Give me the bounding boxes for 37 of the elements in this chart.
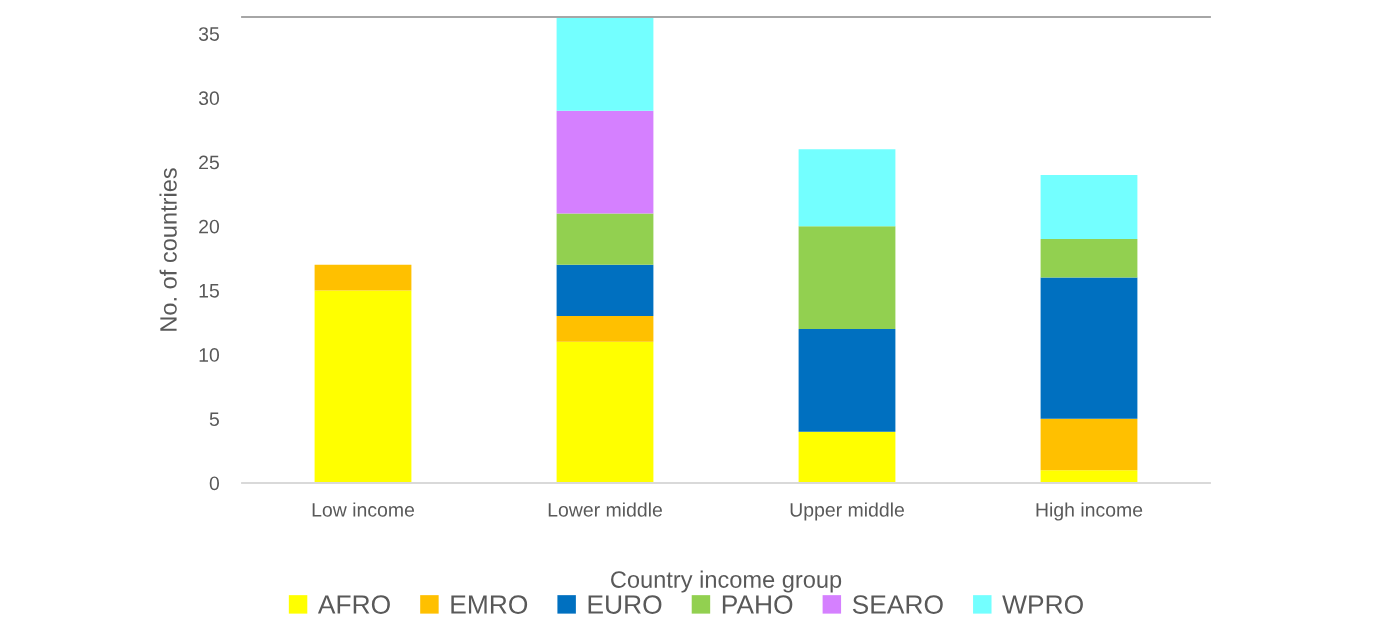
y-tick-label: 15 bbox=[199, 284, 219, 298]
bar bbox=[314, 290, 412, 483]
bar bbox=[798, 149, 896, 227]
bar bbox=[798, 226, 896, 329]
y-tick-label: 10 bbox=[199, 348, 220, 362]
bar bbox=[556, 264, 654, 317]
x-tick-label: Low income bbox=[312, 502, 415, 517]
y-tick-label: 35 bbox=[198, 27, 219, 41]
bar bbox=[314, 264, 412, 291]
bar bbox=[556, 316, 654, 342]
bar bbox=[556, 341, 654, 483]
bar bbox=[798, 431, 896, 483]
legend-label: AFRO bbox=[317, 595, 390, 614]
legend-label: WPRO bbox=[1002, 595, 1083, 614]
y-tick-label: 20 bbox=[199, 219, 220, 234]
legend-label: EURO bbox=[588, 595, 662, 614]
y-tick-label: 0 bbox=[209, 476, 220, 491]
legend-label: SEARO bbox=[852, 595, 943, 614]
y-tick-label: 25 bbox=[199, 155, 219, 170]
legend-label: PAHO bbox=[722, 595, 793, 614]
bar bbox=[556, 213, 654, 265]
legend-label: EMRO bbox=[451, 595, 528, 614]
bar bbox=[1040, 277, 1138, 419]
bar bbox=[1040, 239, 1138, 278]
y-tick-label: 5 bbox=[209, 412, 219, 427]
bar bbox=[1040, 174, 1138, 240]
bar bbox=[556, 17, 654, 111]
x-axis-title: Country income group bbox=[611, 570, 842, 593]
x-tick-label: Lower middle bbox=[548, 502, 662, 517]
y-tick-label: 30 bbox=[198, 91, 220, 106]
bar bbox=[1040, 418, 1138, 471]
y-axis-title: No. of countries bbox=[159, 168, 177, 331]
bar bbox=[1040, 470, 1138, 483]
bar bbox=[556, 110, 654, 214]
x-tick-label: High income bbox=[1036, 502, 1143, 521]
x-tick-label: Upper middle bbox=[790, 502, 904, 521]
bar bbox=[798, 328, 896, 432]
